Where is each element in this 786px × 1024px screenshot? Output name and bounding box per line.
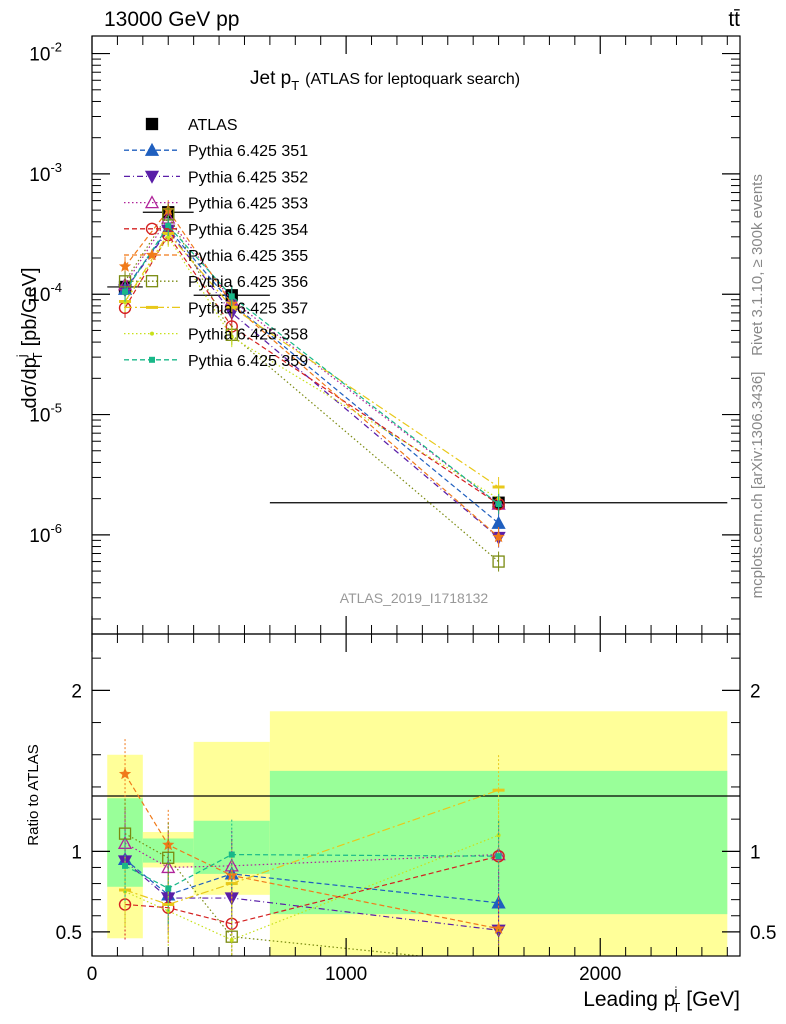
data-point-358	[229, 335, 234, 340]
mcplots-label: mcplots.cern.ch [arXiv:1306.3436]	[749, 372, 766, 599]
series-line-357	[124, 232, 499, 488]
ratio-series	[117, 739, 506, 970]
legend-label: ATLAS	[188, 117, 238, 134]
data-point-355	[492, 530, 505, 543]
ratio-marks	[117, 739, 506, 970]
y-tick-label: 10-6	[29, 521, 62, 547]
watermark: ATLAS_2019_I1718132	[340, 590, 489, 606]
series-line-359	[124, 224, 499, 505]
ratio-y-tick-label-left: 0.5	[56, 923, 82, 944]
data-point-351	[491, 515, 506, 529]
data-point-357	[492, 485, 505, 489]
rivet-label: Rivet 3.1.10, ≥ 300k events	[749, 174, 766, 356]
x-ticks: 0 1000 2000	[87, 36, 728, 985]
ratio-point-357	[492, 788, 505, 792]
x-tick-label: 0	[87, 964, 98, 985]
data-point-355	[118, 260, 132, 272]
ratio-y-tick-label-left: 2	[71, 681, 82, 702]
main-title: Jet pT (ATLAS for leptoquark search)	[250, 68, 520, 93]
ratio-line-354	[124, 855, 499, 925]
legend-label: Pythia 6.425 357	[188, 300, 308, 317]
ratio-y-tick-label-right: 2	[750, 681, 761, 702]
main-panel: 10-2 10-3 10-4 10-5 10-6 ATLAS_2019_I1718132…	[14, 35, 741, 635]
ratio-line-353	[124, 842, 499, 869]
ratio-y-tick-label-left: 1	[71, 842, 82, 863]
y-tick-label: 10-5	[29, 401, 62, 427]
ratio-frame	[91, 633, 741, 957]
ratio-bands	[107, 711, 728, 956]
legend-marker-356	[145, 275, 159, 288]
y-tick-label: 10-4	[29, 280, 62, 306]
ratio-point-355	[118, 767, 132, 780]
legend-marker-351	[144, 142, 160, 156]
ratio-line-358	[124, 834, 499, 941]
ratio-line-356	[124, 833, 426, 956]
ratio-line-359	[124, 853, 499, 890]
legend-marker-359	[149, 356, 155, 363]
legend-marker-ATLAS	[145, 117, 159, 131]
data-point-356	[492, 555, 505, 568]
legend-label: Pythia 6.425 358	[188, 327, 308, 344]
ratio-point-355	[225, 869, 238, 881]
ratio-ylabel: Ratio to ATLAS	[25, 744, 42, 845]
legend-marker-353	[144, 195, 160, 209]
header-left: 13000 GeV pp	[104, 8, 239, 31]
ratio-point-356	[493, 959, 504, 970]
x-axis-label: Leading pj T [GeV]	[583, 984, 740, 1015]
legend-marker-355	[145, 248, 159, 261]
main-y-ticks: 10-2 10-3 10-4 10-5 10-6	[29, 40, 740, 620]
legend-label: Pythia 6.425 354	[188, 222, 308, 239]
y-tick-label: 10-3	[29, 160, 62, 186]
legend-label: Pythia 6.425 355	[188, 248, 308, 265]
data-point-359	[122, 288, 129, 295]
legend-marker-352	[144, 170, 160, 184]
series-line-356	[124, 213, 499, 563]
ratio-point-357	[225, 882, 238, 886]
ratio-point-359	[495, 853, 502, 860]
legend-marker-358	[150, 331, 154, 336]
ratio-point-359	[228, 851, 235, 858]
ratio-point-359	[165, 885, 172, 892]
data-point-357	[225, 305, 238, 309]
data-point-359	[165, 222, 172, 229]
header-right: tt̄	[728, 8, 740, 31]
legend-label: Pythia 6.425 359	[188, 353, 308, 370]
series-line-354	[124, 233, 499, 505]
main-ylabel: dσ/dpjT[pb/GeV]	[14, 267, 45, 408]
series-line-358	[124, 235, 499, 500]
ratio-panel: 0.5 0.5 1 1 2 2 0 1000 2000 Ratio to ATLAS Lead…	[25, 36, 776, 1015]
series-line-352	[124, 229, 499, 539]
legend-label: Pythia 6.425 352	[188, 169, 308, 186]
y-tick-label: 10-2	[29, 40, 62, 66]
data-point-358	[123, 300, 128, 305]
ratio-y-tick-label-right: 1	[750, 842, 761, 863]
ratio-y-tick-label-right: 0.5	[750, 923, 776, 944]
series-line-355	[124, 209, 499, 538]
ratio-point-358	[496, 833, 501, 838]
data-point-358	[166, 234, 171, 239]
series-line-351	[124, 227, 499, 524]
data-point-359	[228, 293, 235, 300]
ratio-point-358	[229, 937, 234, 942]
legend-marker-354	[145, 222, 159, 236]
data-point-359	[495, 501, 502, 508]
ratio-point-355	[492, 922, 505, 934]
legend: ATLAS Pythia 6.425 351 Pythia 6.425 352 Pyt…	[124, 117, 308, 370]
x-tick-label: 2000	[579, 964, 621, 985]
legend-label: Pythia 6.425 356	[188, 274, 308, 291]
ratio-line-357	[124, 789, 499, 906]
main-marks	[107, 200, 728, 572]
ratio-y-ticks: 0.5 0.5 1 1 2 2	[56, 657, 776, 944]
legend-label: Pythia 6.425 351	[188, 143, 308, 160]
x-tick-label: 1000	[325, 964, 367, 985]
legend-label: Pythia 6.425 353	[188, 196, 308, 213]
ratio-line-355	[124, 773, 499, 930]
ratio-point-359	[122, 862, 129, 869]
legend-marker-357	[146, 305, 158, 309]
ratio-line-352	[124, 860, 499, 931]
